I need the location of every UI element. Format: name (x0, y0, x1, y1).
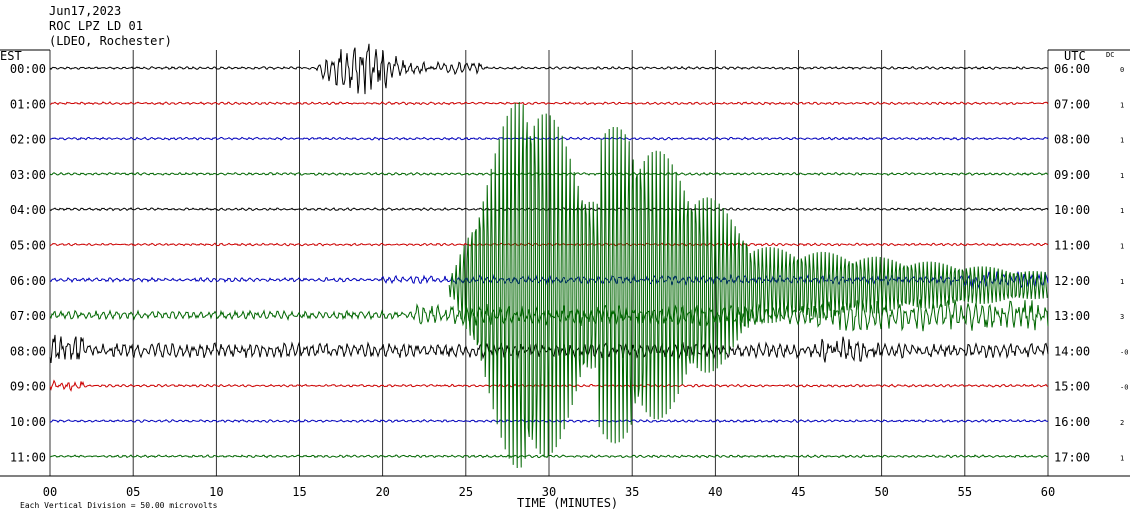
row-label-right: 12:00 (1054, 274, 1090, 288)
x-tick-label: 30 (542, 485, 556, 499)
x-tick-label: 40 (708, 485, 722, 499)
trace-line (49, 242, 1049, 247)
trace-line (49, 43, 1049, 95)
trace-line (49, 101, 1049, 106)
row-label-left: 05:00 (10, 239, 46, 253)
row-dc-value: -0 (1120, 384, 1128, 392)
row-label-right: 13:00 (1054, 309, 1090, 323)
row-dc-value: 0 (1120, 66, 1124, 74)
row-label-right: 11:00 (1054, 239, 1090, 253)
row-label-left: 08:00 (10, 344, 46, 358)
row-label-left: 06:00 (10, 274, 46, 288)
row-dc-value: 1 (1120, 101, 1124, 109)
row-label-left: 11:00 (10, 450, 46, 464)
grid-lines (0, 49, 1130, 477)
row-dc-value: 2 (1120, 419, 1124, 427)
header-date: Jun17,2023 (49, 4, 122, 18)
row-label-left: 02:00 (10, 133, 46, 147)
header-station: ROC LPZ LD 01 (49, 19, 143, 33)
row-label-left: 07:00 (10, 309, 46, 323)
surface-wave-trace (448, 101, 1048, 469)
trace-line (49, 171, 1049, 177)
right-timezone-label: UTC (1064, 49, 1086, 63)
trace-line (49, 419, 1049, 423)
x-tick-label: 00 (43, 485, 57, 499)
left-timezone-label: EST (0, 49, 22, 63)
x-tick-label: 05 (126, 485, 140, 499)
x-tick-label: 60 (1041, 485, 1055, 499)
row-label-left: 01:00 (10, 97, 46, 111)
footer-note: Each Vertical Division = 50.00 microvolt… (20, 501, 218, 510)
dc-header-label: DC (1106, 51, 1114, 59)
header-network: (LDEO, Rochester) (49, 34, 172, 48)
x-tick-label: 25 (459, 485, 473, 499)
row-label-right: 17:00 (1054, 450, 1090, 464)
x-tick-label: 55 (958, 485, 972, 499)
row-label-left: 00:00 (10, 62, 46, 76)
row-dc-value: 3 (1120, 313, 1124, 321)
x-tick-label: 20 (375, 485, 389, 499)
row-label-left: 04:00 (10, 203, 46, 217)
row-label-right: 14:00 (1054, 344, 1090, 358)
row-label-right: 07:00 (1054, 97, 1090, 111)
x-axis-title: TIME (MINUTES) (517, 496, 618, 510)
row-label-right: 06:00 (1054, 62, 1090, 76)
row-dc-value: 1 (1120, 172, 1124, 180)
x-tick-label: 45 (791, 485, 805, 499)
row-label-left: 09:00 (10, 380, 46, 394)
row-label-right: 09:00 (1054, 168, 1090, 182)
x-tick-label: 15 (292, 485, 306, 499)
row-dc-value: 1 (1120, 278, 1124, 286)
trace-line (49, 136, 1049, 141)
row-dc-value: -0 (1120, 348, 1128, 356)
trace-line (49, 454, 1049, 459)
row-label-right: 08:00 (1054, 133, 1090, 147)
row-label-right: 10:00 (1054, 203, 1090, 217)
row-dc-value: 1 (1120, 454, 1124, 462)
row-label-right: 16:00 (1054, 415, 1090, 429)
x-tick-label: 50 (874, 485, 888, 499)
x-tick-label: 10 (209, 485, 223, 499)
row-dc-value: 1 (1120, 207, 1124, 215)
trace-group (49, 43, 1049, 469)
axis-labels: EST UTC DC TIME (MINUTES) Each Vertical … (0, 49, 1128, 510)
trace-line (49, 207, 1049, 212)
row-label-right: 15:00 (1054, 380, 1090, 394)
x-tick-label: 35 (625, 485, 639, 499)
row-label-left: 03:00 (10, 168, 46, 182)
row-dc-value: 1 (1120, 243, 1124, 251)
row-dc-value: 1 (1120, 137, 1124, 145)
row-label-left: 10:00 (10, 415, 46, 429)
